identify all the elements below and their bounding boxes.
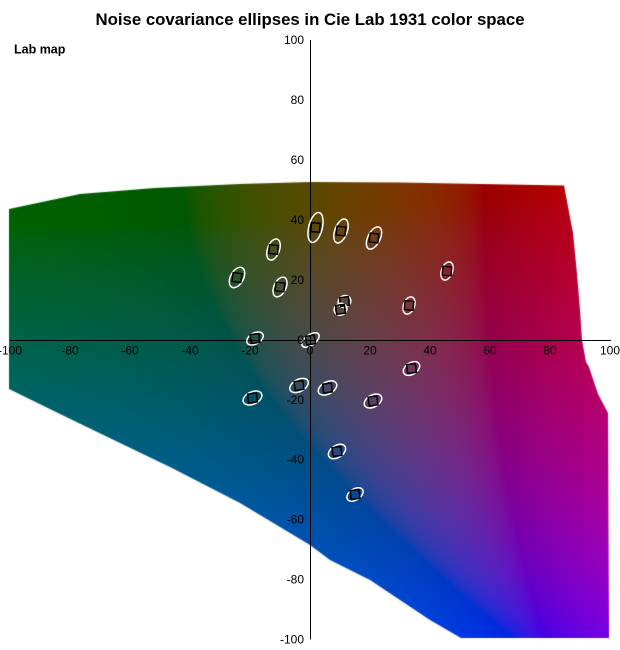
svg-text:-80: -80 xyxy=(61,344,79,358)
svg-text:0: 0 xyxy=(297,333,304,347)
svg-text:-20: -20 xyxy=(287,393,305,407)
svg-text:20: 20 xyxy=(363,344,377,358)
svg-text:40: 40 xyxy=(423,344,437,358)
svg-text:-100: -100 xyxy=(0,344,22,358)
svg-text:-40: -40 xyxy=(287,453,305,467)
svg-text:60: 60 xyxy=(291,153,305,167)
svg-text:-20: -20 xyxy=(241,344,259,358)
svg-text:100: 100 xyxy=(600,344,620,358)
svg-text:80: 80 xyxy=(291,93,305,107)
svg-text:-100: -100 xyxy=(280,633,304,647)
svg-text:Lab map: Lab map xyxy=(14,43,66,57)
svg-text:-60: -60 xyxy=(121,344,139,358)
svg-text:-60: -60 xyxy=(287,513,305,527)
svg-text:0: 0 xyxy=(307,344,314,358)
svg-text:60: 60 xyxy=(483,344,497,358)
svg-text:100: 100 xyxy=(284,33,304,47)
svg-text:Noise covariance ellipses in C: Noise covariance ellipses in Cie Lab 193… xyxy=(95,10,524,29)
svg-text:-80: -80 xyxy=(287,573,305,587)
svg-text:80: 80 xyxy=(543,344,557,358)
svg-text:-40: -40 xyxy=(181,344,199,358)
svg-text:40: 40 xyxy=(291,213,305,227)
svg-text:20: 20 xyxy=(291,273,305,287)
